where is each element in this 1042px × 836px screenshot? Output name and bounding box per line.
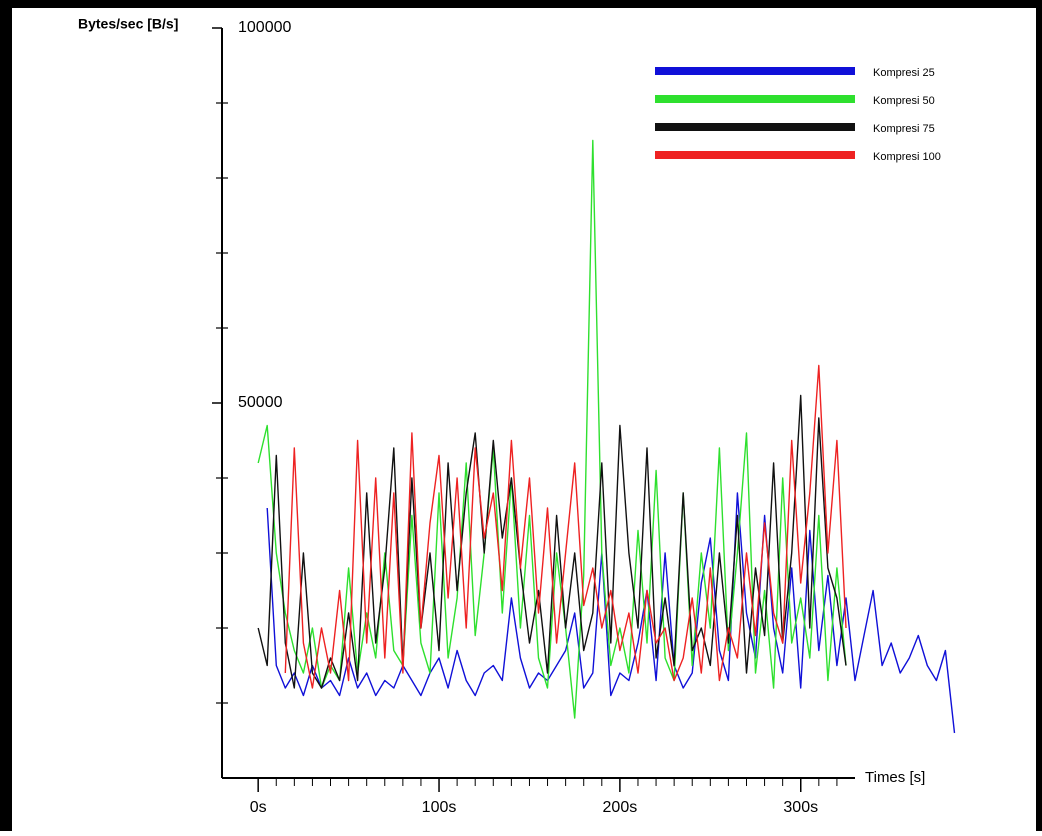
legend-swatch	[655, 151, 855, 159]
x-tick-label: 100s	[422, 799, 457, 816]
legend-label: Kompresi 100	[873, 151, 941, 163]
x-tick-label: 200s	[603, 799, 638, 816]
legend-label: Kompresi 50	[873, 95, 935, 107]
x-tick-label: 300s	[783, 799, 818, 816]
y-tick-label: 100000	[238, 19, 291, 36]
legend-swatch	[655, 123, 855, 131]
legend-label: Kompresi 75	[873, 123, 935, 135]
chart: Bytes/sec [B/s] Times [s] 50000 100000 0s 1…	[0, 0, 1042, 831]
legend-label: Kompresi 25	[873, 67, 935, 79]
legend-swatch	[655, 67, 855, 75]
legend-swatch	[655, 95, 855, 103]
y-tick-label: 50000	[238, 394, 283, 411]
x-axis-label: Times [s]	[865, 769, 925, 786]
y-axis-label: Bytes/sec [B/s]	[78, 16, 178, 32]
x-tick-label: 0s	[250, 799, 267, 816]
